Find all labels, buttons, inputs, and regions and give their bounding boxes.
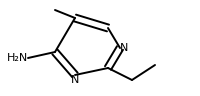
Text: N: N [71,75,79,85]
Text: N: N [120,43,128,53]
Text: H₂N: H₂N [7,53,28,63]
